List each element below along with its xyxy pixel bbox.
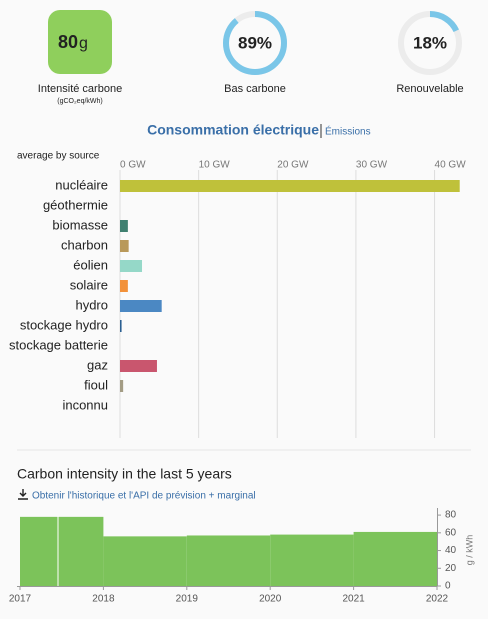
x-tick-label: 2020 [259,594,282,605]
category-label: stockage hydro [20,317,108,332]
category-label: nucléaire [55,177,108,192]
ring-arc [223,11,287,75]
renewable-value: 18% [413,33,447,52]
category-label: éolien [73,257,108,272]
bar [120,240,129,252]
chart-title: Consommation électrique [147,122,319,138]
bar [120,280,128,292]
renewable-label: Renouvelable [396,83,463,95]
emissions-link[interactable]: Émissions [325,125,371,138]
intensity-box [48,10,112,74]
area-step [270,534,354,586]
y-tick-label: 40 [445,545,457,556]
area-step [353,531,437,586]
area-step [103,536,187,586]
history-link[interactable]: Obtenir l'historique et l'API de prévisi… [32,491,256,502]
category-label: charbon [61,237,108,252]
category-label: solaire [70,277,108,292]
x-tick-label: 2021 [342,594,365,605]
intensity-value: 80 [58,32,78,52]
area-step [186,535,271,586]
low-carbon-value: 89% [238,33,272,52]
download-icon [18,489,28,500]
x-tick-label: 20 GW [277,160,309,171]
y-tick-label: 0 [445,581,451,592]
y-axis-label: g / kWh [464,535,474,566]
ring-arc [398,11,462,75]
bar [120,320,122,332]
bar [120,380,124,392]
category-label: biomasse [52,217,108,232]
bar [120,180,460,192]
x-tick-label: 10 GW [199,160,231,171]
bar [120,360,157,372]
y-tick-label: 20 [445,563,457,574]
category-label: stockage batterie [9,337,108,352]
x-tick-label: 2018 [92,594,115,605]
low-carbon-label: Bas carbone [224,83,286,95]
x-tick-label: 2022 [426,594,449,605]
charts: 0 GW 10 GW 20 GW 30 GW 40 GW nucléaire géother… [9,11,474,605]
category-label: géothermie [43,197,108,212]
intensity-label: Intensité carbone [38,83,122,95]
category-label: fioul [84,377,108,392]
intensity-unit: g [79,35,88,52]
chart-subtitle: average by source [17,151,100,162]
y-tick-label: 60 [445,527,457,538]
x-tick-label: 2017 [9,594,32,605]
intensity-sublabel: (gCO₂eq/kWh) [57,98,103,105]
x-tick-label: 40 GW [435,160,467,171]
x-tick-label: 30 GW [356,160,388,171]
area-step [20,516,104,586]
bar [120,220,128,232]
category-label: hydro [75,297,108,312]
bar [120,300,162,312]
x-tick-label: 0 GW [120,160,146,171]
category-label: inconnu [62,397,108,412]
y-tick-label: 80 [445,510,457,521]
bar [120,260,143,272]
category-label: gaz [87,357,108,372]
x-tick-label: 2019 [176,594,199,605]
history-title: Carbon intensity in the last 5 years [17,466,232,482]
